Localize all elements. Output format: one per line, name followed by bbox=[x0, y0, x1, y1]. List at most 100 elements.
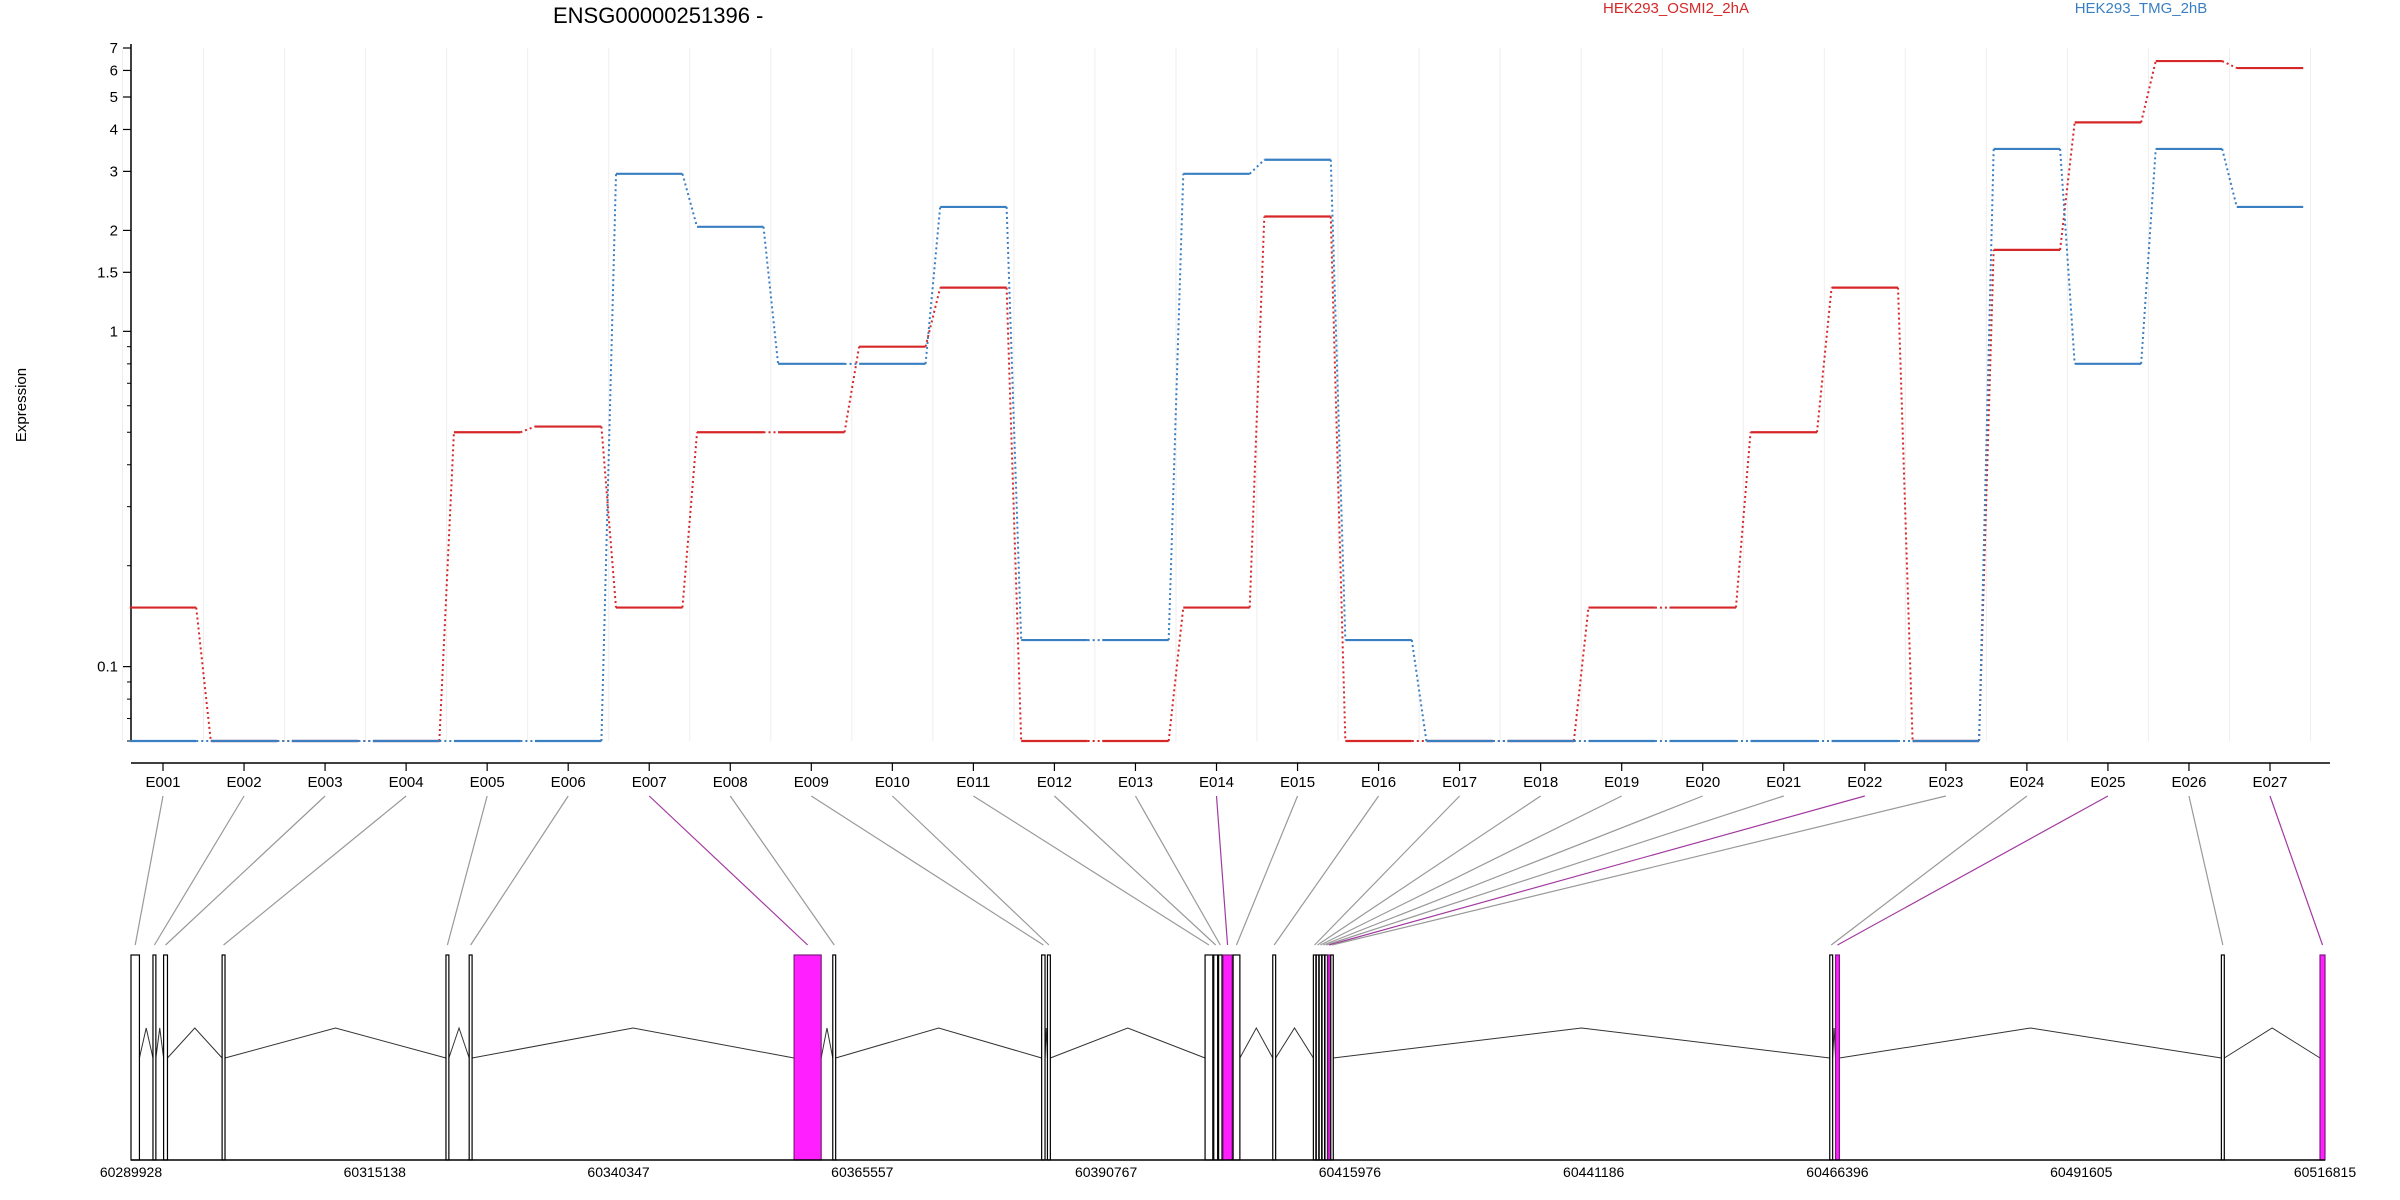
transition-line bbox=[195, 607, 212, 742]
intron bbox=[1333, 1027, 1830, 1059]
intron bbox=[1839, 1027, 2222, 1059]
connector-E026 bbox=[2188, 795, 2224, 946]
transition-line bbox=[681, 173, 699, 228]
intron bbox=[1239, 1026, 1274, 1059]
genomic-coordinate: 60516815 bbox=[2294, 1164, 2357, 1180]
exon-E006 bbox=[468, 954, 473, 1161]
y-tick-label: 2 bbox=[110, 222, 118, 239]
genomic-coordinate: 60491605 bbox=[2050, 1164, 2113, 1180]
connector-E005 bbox=[446, 795, 488, 946]
legend-entry: HEK293_TMG_2hB bbox=[2075, 0, 2208, 17]
intron bbox=[224, 1027, 447, 1059]
exon-E008 bbox=[832, 954, 837, 1161]
connector-E006 bbox=[470, 795, 569, 946]
exon-E013 bbox=[1218, 954, 1223, 1161]
genomic-coordinate: 60289928 bbox=[100, 1164, 163, 1180]
exon-E005 bbox=[445, 954, 450, 1161]
exon-E017 bbox=[1312, 954, 1317, 1161]
connector-E013 bbox=[1134, 795, 1221, 946]
exon-label: E013 bbox=[1118, 774, 1153, 791]
transition-line bbox=[1249, 159, 1266, 175]
transition-line bbox=[1167, 607, 1185, 742]
transition-line bbox=[924, 287, 942, 347]
exon-E020 bbox=[1321, 954, 1326, 1161]
exon-E012 bbox=[1213, 954, 1219, 1161]
intron bbox=[155, 1027, 165, 1059]
transition-line bbox=[1410, 639, 1428, 742]
intron bbox=[2224, 1027, 2321, 1059]
transition-line bbox=[2140, 60, 2157, 123]
exon-label: E011 bbox=[956, 774, 990, 791]
chart-title: ENSG00000251396 - bbox=[553, 3, 763, 28]
y-tick-label: 3 bbox=[110, 163, 118, 180]
genomic-coordinate: 60466396 bbox=[1806, 1164, 1869, 1180]
gene-model bbox=[130, 954, 2326, 1161]
exon-label: E004 bbox=[389, 774, 424, 791]
legend: HEK293_OSMI2_2hA HEK293_TMG_2hB bbox=[1603, 0, 2207, 17]
exon-label: E015 bbox=[1280, 774, 1315, 791]
exon-E007 bbox=[793, 954, 822, 1161]
legend-entry: HEK293_OSMI2_2hA bbox=[1603, 0, 1749, 17]
intron bbox=[835, 1027, 1042, 1059]
exon-E026 bbox=[2220, 954, 2225, 1161]
y-axis-label: Expression bbox=[13, 368, 30, 442]
exon-label: E020 bbox=[1685, 774, 1720, 791]
connector-E004 bbox=[223, 795, 407, 946]
exon-E027 bbox=[2319, 954, 2326, 1161]
transition-line bbox=[1005, 287, 1023, 742]
exon-label: E008 bbox=[713, 774, 748, 791]
exon-E025 bbox=[1834, 954, 1841, 1161]
intron bbox=[167, 1027, 223, 1059]
exon-label: E003 bbox=[308, 774, 343, 791]
transition-line bbox=[1897, 287, 1914, 742]
genomic-coordinate: 60340347 bbox=[587, 1164, 650, 1180]
grid-lines bbox=[121, 48, 2312, 741]
connector-E016 bbox=[1273, 795, 1380, 946]
exon-label: E014 bbox=[1199, 774, 1234, 791]
transition-line bbox=[2140, 148, 2157, 364]
connector-E024 bbox=[1830, 795, 2028, 946]
genomic-coordinate: 60365557 bbox=[831, 1164, 894, 1180]
connector-E011 bbox=[973, 795, 1210, 946]
x-axis: E001 E002 E003 E004 E005 E006 E007 E008 E009 E010… bbox=[131, 762, 2330, 791]
exon-label: E025 bbox=[2090, 774, 2125, 791]
genomic-coordinate: 60390767 bbox=[1075, 1164, 1138, 1180]
exon-label: E017 bbox=[1442, 774, 1477, 791]
connector-E022 bbox=[1328, 795, 1865, 946]
y-tick-label: 1 bbox=[110, 323, 118, 340]
exon-label: E006 bbox=[551, 774, 586, 791]
transition-line bbox=[924, 206, 942, 364]
exon-E021 bbox=[1324, 954, 1329, 1161]
connector-E027 bbox=[2269, 795, 2324, 946]
exon-E022 bbox=[1327, 954, 1331, 1161]
intron bbox=[1275, 1027, 1314, 1059]
connector-E021 bbox=[1325, 795, 1784, 946]
connector-E020 bbox=[1323, 795, 1703, 946]
transition-line bbox=[1248, 216, 1266, 608]
exon-E023 bbox=[1330, 954, 1334, 1161]
exon-E016 bbox=[1272, 954, 1277, 1161]
series-lines bbox=[129, 59, 2304, 743]
connector-E012 bbox=[1054, 795, 1217, 946]
exon-E002 bbox=[152, 954, 157, 1161]
transition-line bbox=[1816, 287, 1833, 433]
exon-label: E016 bbox=[1361, 774, 1396, 791]
exon-label: E018 bbox=[1523, 774, 1558, 791]
exon-label: E005 bbox=[470, 774, 505, 791]
exon-E009 bbox=[1041, 954, 1046, 1161]
series-HEK293_OSMI2_2hA bbox=[129, 59, 2304, 743]
exon-E018 bbox=[1315, 954, 1320, 1161]
transition-line bbox=[2059, 148, 2076, 364]
connector-E010 bbox=[891, 795, 1050, 946]
exon-label: E021 bbox=[1766, 774, 1801, 791]
exon-connectors bbox=[134, 795, 2324, 946]
exon-label: E019 bbox=[1604, 774, 1639, 791]
transition-line bbox=[1005, 206, 1023, 641]
genomic-coordinate: 60415976 bbox=[1319, 1164, 1382, 1180]
exon-E003 bbox=[163, 954, 169, 1161]
connector-E009 bbox=[810, 795, 1044, 946]
transition-line bbox=[438, 432, 455, 742]
genomic-axis: 60289928 60315138 60340347 60365557 60390767… bbox=[100, 1159, 2357, 1180]
exon-label: E009 bbox=[794, 774, 829, 791]
